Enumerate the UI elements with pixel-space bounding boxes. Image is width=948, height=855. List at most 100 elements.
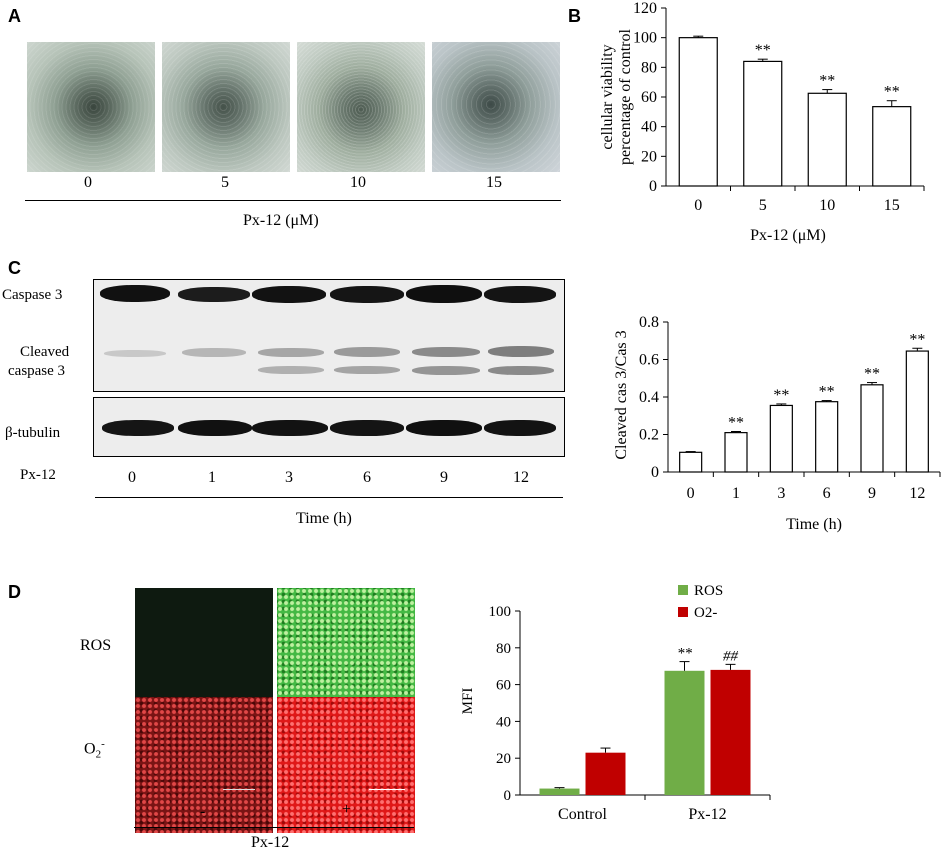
panel-letter-a: A [8, 6, 21, 26]
chartB-significance: ** [884, 84, 900, 101]
dose-label-0: 0 [84, 174, 92, 191]
chart-c-ylabel: Cleaved cas 3/Cas 3 [613, 330, 630, 459]
label-caspase3: Caspase 3 [2, 287, 63, 303]
chart-d-xtick-label: Px-12 [688, 806, 726, 823]
chart-d-xtick-label: Control [558, 806, 607, 823]
chartC-ytick-label: 0.8 [639, 314, 659, 331]
chartC-significance: ** [773, 387, 789, 404]
chart-c-xlabel: Time (h) [786, 516, 842, 533]
row-label-o2: O2- [84, 738, 105, 761]
panel-c-rule [95, 497, 563, 498]
chartC-significance: ** [728, 415, 744, 432]
chartB-xtick-label: 5 [759, 197, 767, 214]
time-label-1: 1 [208, 469, 216, 486]
label-px12: Px-12 [20, 467, 56, 483]
chart-d-ytick-label: 20 [496, 751, 511, 767]
dose-label-5: 5 [221, 174, 229, 191]
fluorescence-o2-control [135, 697, 273, 833]
chartC-bar [860, 384, 884, 473]
row-label-o2-main: O [84, 740, 96, 758]
chart-b: cellular viability percentage of control… [599, 0, 925, 244]
label-cleaved-1: Cleaved [20, 344, 70, 360]
panel-d-axis-label: Px-12 [251, 834, 290, 851]
chartB-ytick-label: 80 [641, 59, 657, 76]
row-label-ros: ROS [80, 637, 112, 654]
chartC-bar [815, 401, 839, 473]
dose-label-10: 10 [350, 174, 366, 191]
panel-letter-c: C [8, 258, 21, 278]
chartC-ytick-label: 0.6 [639, 352, 659, 369]
chartC-significance: ** [864, 366, 880, 383]
treatment-minus: - [200, 803, 206, 820]
chartC-bar [724, 432, 748, 473]
chartC-xtick-label: 12 [909, 485, 925, 502]
chart-d-ytick-label: 40 [496, 714, 511, 730]
chart-d-legend-swatch-ros [678, 585, 688, 595]
chartB-ytick-label: 120 [633, 0, 657, 17]
chart-d-bar-ros [664, 670, 705, 795]
chart-d-ytick-label: 0 [504, 788, 512, 804]
chartB-ytick-label: 60 [641, 89, 657, 106]
chartC-xtick-label: 9 [868, 485, 876, 502]
chart-d: MFI 0 20 40 60 80 100 Control ** ## Px-12 ROS O2- [460, 583, 771, 823]
chartC-ytick-label: 0.2 [639, 427, 659, 444]
chartC-bar [679, 451, 703, 473]
chartB-ytick-label: 40 [641, 119, 657, 136]
chart-b-ylabel-1: cellular viability [599, 44, 616, 149]
chartB-xtick-label: 15 [884, 197, 900, 214]
panel-a-axis-label: Px-12 (μM) [243, 212, 319, 229]
chart-b-ylabel-2: percentage of control [617, 28, 634, 164]
chart-b-xlabel: Px-12 (μM) [750, 227, 826, 244]
time-label-3: 3 [285, 469, 293, 486]
label-cleaved-2: caspase 3 [8, 363, 66, 379]
chart-d-significance: ** [677, 646, 693, 662]
chart-d-ytick-label: 60 [496, 678, 511, 694]
chartC-bar [905, 350, 929, 473]
chartB-bar [678, 37, 718, 187]
chartB-ytick-label: 100 [633, 30, 657, 47]
chartC-xtick-label: 1 [732, 485, 740, 502]
micrograph-0um [27, 42, 155, 172]
chartB-ytick-label: 0 [649, 178, 657, 195]
panel-c-axis-label: Time (h) [296, 510, 352, 527]
chart-d-legend-label: ROS [694, 583, 723, 599]
time-label-9: 9 [440, 469, 448, 486]
treatment-plus: + [342, 801, 352, 818]
chart-d-ytick-label: 80 [496, 641, 511, 657]
chartC-xtick-label: 3 [777, 485, 785, 502]
label-tubulin: β-tubulin [5, 425, 61, 441]
panel-d-rule [134, 827, 414, 828]
dose-label-15: 15 [486, 174, 502, 191]
chartB-bar [872, 106, 912, 187]
chartC-ytick-label: 0.4 [639, 389, 659, 406]
time-label-0: 0 [128, 469, 136, 486]
chartC-xtick-label: 6 [823, 485, 831, 502]
chart-d-legend-label: O2- [694, 605, 717, 621]
chart-d-bar-o2 [710, 669, 751, 795]
panel-a-rule [25, 200, 561, 201]
fluorescence-o2-px12 [277, 697, 415, 833]
chart-d-ylabel: MFI [460, 688, 476, 715]
row-label-o2-sub: 2 [95, 748, 102, 761]
panel-letter-d: D [8, 582, 21, 602]
chart-c: Cleaved cas 3/Cas 3 0 0.2 0.4 0.6 0.8 0 ** 1 ** 3… [613, 314, 941, 533]
chartB-significance: ** [819, 73, 835, 90]
western-blot-tubulin [93, 397, 565, 457]
western-blot-caspase3 [93, 279, 565, 392]
chartB-xtick-label: 0 [694, 197, 702, 214]
chartB-ytick-label: 20 [641, 148, 657, 165]
time-label-12: 12 [513, 469, 529, 486]
micrograph-10um [297, 42, 425, 172]
micrograph-15um [432, 42, 560, 172]
chartB-bar [807, 92, 847, 187]
chartC-bar [769, 404, 793, 473]
chartB-significance: ** [755, 42, 771, 59]
row-label-o2-sup: - [101, 738, 105, 750]
chartB-bar [743, 60, 783, 187]
chart-d-significance: ## [723, 648, 739, 664]
chart-d-bar-o2 [585, 752, 626, 795]
panel-letter-b: B [568, 6, 581, 26]
chartC-significance: ** [819, 384, 835, 401]
chart-d-ytick-label: 100 [489, 604, 512, 620]
chartC-ytick-label: 0 [651, 464, 659, 481]
